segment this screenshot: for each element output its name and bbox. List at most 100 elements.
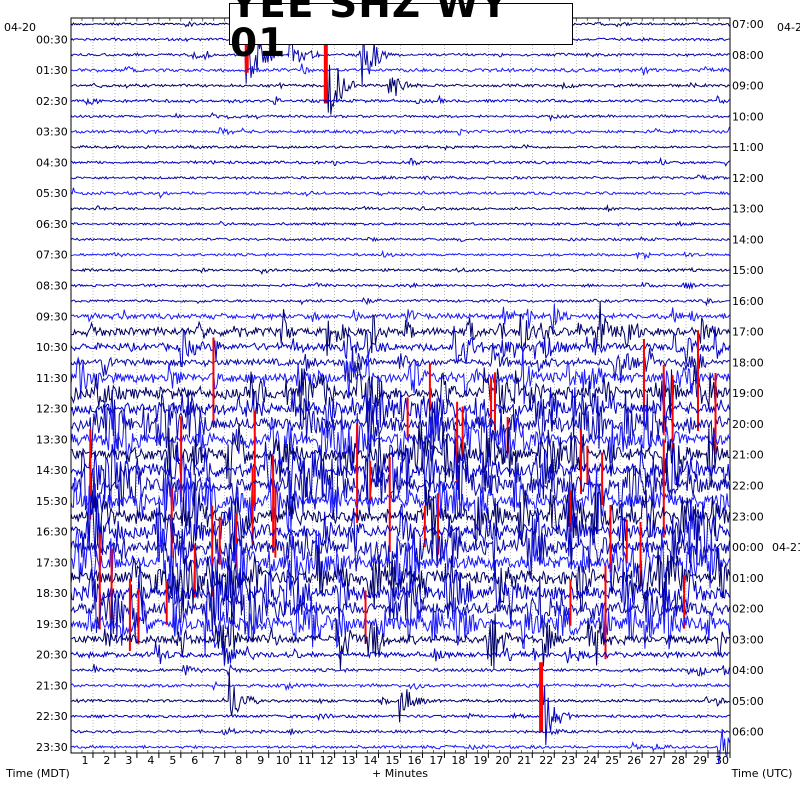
x-tick-label: 25 [605,754,619,767]
seismic-trace [70,726,730,736]
seismic-trace [70,203,730,213]
x-tick-label: 11 [298,754,312,767]
x-tick-label: 21 [517,754,531,767]
chart-title-box: YEE SHZ WY 01 [229,0,573,63]
x-tick-label: 5 [169,754,176,767]
seismic-trace [70,235,730,243]
left-time-label: 09:30 [36,310,68,323]
seismic-trace [70,728,730,764]
x-tick-label: 28 [671,754,685,767]
clipped-event-marker [539,662,544,733]
right-time-label: 20:00 [732,418,764,431]
right-time-label: 17:00 [732,326,764,339]
left-time-label: 12:30 [36,403,68,416]
left-time-label: 16:30 [36,526,68,539]
x-axis-label: + Minutes [372,767,428,780]
left-time-label: 17:30 [36,556,68,569]
seismic-trace [70,111,730,122]
seismic-trace [70,498,730,566]
seismic-trace [70,126,730,136]
x-tick-label: 16 [407,754,421,767]
x-tick-label: 3 [125,754,132,767]
seismic-trace [70,63,730,76]
right-time-label: 23:00 [732,510,764,523]
left-time-label: 02:30 [36,95,68,108]
right-date-label: 04-2 [777,21,800,34]
right-time-label: 16:00 [732,295,764,308]
seismic-trace [70,342,730,384]
left-time-label: 21:30 [36,679,68,692]
right-time-label: 08:00 [732,49,764,62]
seismic-trace [70,389,730,458]
seismic-trace [70,346,730,407]
right-time-label: 00:00 [732,541,764,554]
seismic-trace [70,220,730,227]
seismic-trace [70,296,730,307]
right-time-label: 04:00 [732,664,764,677]
axes: 1 2 3 4 5 6 7 8 9 10 11 12 13 14 15 16 17 18 19 20 21 22 23 24 2… [36,18,800,767]
seismic-trace [70,64,730,115]
x-tick-label: 4 [147,754,154,767]
right-time-label: 03:00 [732,633,764,646]
seismic-trace [70,686,730,746]
seismic-trace [70,301,730,356]
seismic-trace [70,249,730,261]
seismic-trace [70,545,730,613]
right-time-label: 11:00 [732,141,764,154]
seismic-trace [70,671,730,723]
left-time-label: 04:30 [36,156,68,169]
left-time-label: 08:30 [36,280,68,293]
x-tick-label: 20 [495,754,509,767]
x-tick-label: 24 [583,754,597,767]
right-time-label: 09:00 [732,80,764,93]
x-tick-label: 9 [257,754,264,767]
x-tick-label: 8 [235,754,242,767]
left-axis-label: Time (MDT) [5,767,70,780]
clipped-event-marker [323,25,328,104]
seismic-trace [71,303,730,332]
right-time-label: 22:00 [732,479,764,492]
right-time-label: 12:00 [732,172,764,185]
x-tick-label: 15 [386,754,400,767]
left-time-label: 14:30 [36,464,68,477]
x-tick-label: 2 [103,754,110,767]
seismic-trace [70,374,730,440]
x-tick-label: 23 [561,754,575,767]
x-tick-label: 18 [451,754,465,767]
seismic-trace [70,529,730,597]
seismic-trace [70,596,730,654]
x-tick-label: 17 [429,754,443,767]
right-time-label: 01:00 [732,572,764,585]
left-date-label: 04-20 [4,21,36,34]
seismic-trace [70,450,730,518]
seismic-trace [70,362,730,426]
x-tick-label: 29 [693,754,707,767]
right-time-label: 06:00 [732,726,764,739]
x-tick-label: 14 [364,754,378,767]
x-tick-label: 10 [276,754,290,767]
left-time-label: 05:30 [36,187,68,200]
left-time-label: 23:30 [36,741,68,754]
left-time-label: 01:30 [36,64,68,77]
seismic-trace [70,467,730,535]
left-time-label: 19:30 [36,618,68,631]
right-time-label: 13:00 [732,203,764,216]
right-time-label: 02:00 [732,603,764,616]
right-date-change-label: 04-21 [772,541,800,554]
left-time-label: 00:30 [36,33,68,46]
left-time-label: 07:30 [36,249,68,262]
left-time-label: 06:30 [36,218,68,231]
right-axis-label: Time (UTC) [731,767,793,780]
right-time-label: 10:00 [732,110,764,123]
right-time-label: 05:00 [732,695,764,708]
x-tick-label: 7 [213,754,220,767]
seismic-trace [71,143,730,151]
seismic-trace [70,680,730,692]
seismic-traces [70,0,730,764]
seismic-trace [70,174,730,181]
left-time-label: 03:30 [36,126,68,139]
right-time-label: 18:00 [732,356,764,369]
right-time-label: 19:00 [732,387,764,400]
left-time-label: 13:30 [36,433,68,446]
